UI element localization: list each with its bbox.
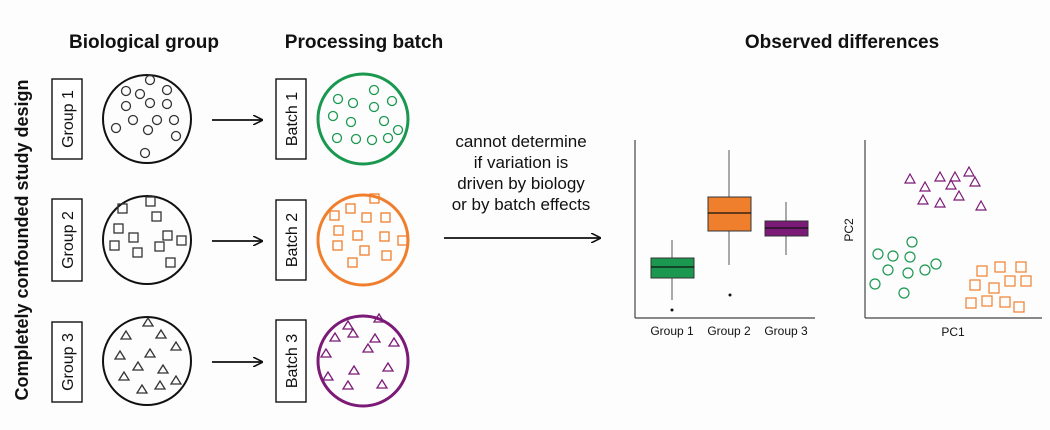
middle-text-line-2: if variation is (474, 153, 568, 172)
batch-label-2: Batch 2 (275, 199, 307, 281)
group-2-circle (102, 195, 192, 285)
scatter-axes (864, 140, 1042, 319)
header-biological-group: Biological group (69, 32, 219, 53)
scatter-cluster-batch-3 (903, 165, 988, 211)
boxplot-box-group-1 (650, 240, 695, 312)
middle-text-line-4: or by batch effects (452, 195, 591, 214)
batch-2-symbols (329, 193, 408, 268)
group-label-1: Group 1 (51, 78, 83, 160)
batch-3-symbols (319, 312, 401, 390)
batch-2-circle (316, 193, 410, 287)
scatter-ylabel: PC2 (842, 218, 856, 242)
batch-label-1: Batch 1 (275, 78, 307, 160)
group-3-symbols (113, 316, 183, 394)
batch-label-3: Batch 3 (275, 319, 307, 403)
group-label-3-text: Group 3 (60, 333, 77, 391)
group-3-circle (102, 316, 192, 406)
batch-3-circle (316, 314, 410, 408)
scatter-cluster-batch-1 (869, 236, 942, 299)
boxplot-box-group-3 (764, 202, 809, 255)
boxplot-label-group-1: Group 1 (650, 324, 694, 338)
group-1-circle (102, 74, 192, 164)
side-label: Completely confounded study design (12, 79, 32, 400)
middle-text-line-1: cannot determine (455, 132, 586, 151)
group-1-symbols (110, 74, 182, 159)
header-observed-differences: Observed differences (745, 32, 939, 53)
group-label-2: Group 2 (51, 198, 83, 282)
batch-label-2-text: Batch 2 (284, 213, 301, 267)
group-label-2-text: Group 2 (60, 211, 77, 269)
batch-1-circle (316, 72, 410, 166)
scatter-xlabel: PC1 (941, 325, 965, 339)
boxplot-axes (634, 140, 815, 319)
middle-text-line-3: driven by biology (457, 174, 585, 193)
batch-label-1-text: Batch 1 (284, 92, 301, 146)
group-label-1-text: Group 1 (60, 90, 77, 148)
group-label-3: Group 3 (51, 321, 83, 403)
boxplot-label-group-3: Group 3 (764, 324, 808, 338)
group-2-symbols (109, 196, 187, 268)
scatter-cluster-batch-2 (965, 261, 1032, 313)
batch-1-symbols (327, 84, 404, 146)
batch-label-3-text: Batch 3 (284, 334, 301, 388)
boxplot-box-group-2 (707, 150, 752, 297)
boxplot-label-group-2: Group 2 (707, 324, 751, 338)
header-processing-batch: Processing batch (285, 32, 443, 53)
